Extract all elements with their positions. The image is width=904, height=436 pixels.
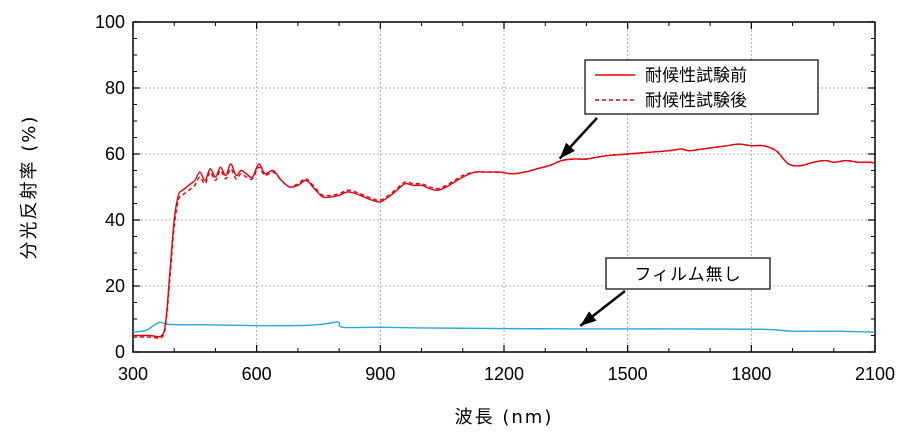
y-tick-label: 40: [105, 210, 125, 230]
y-tick-label: 0: [115, 342, 125, 362]
no-film-arrow-head: [580, 311, 597, 326]
x-axis-title: 波長 (nm): [455, 407, 554, 428]
x-tick-label: 1500: [608, 364, 648, 384]
y-tick-label: 20: [105, 276, 125, 296]
y-tick-label: 100: [95, 12, 125, 32]
y-tick-label: 60: [105, 144, 125, 164]
annotation-no-film: フィルム無し: [605, 257, 771, 290]
x-tick-label: 1200: [484, 364, 524, 384]
y-axis-title: 分光反射率 (%): [19, 115, 40, 260]
legend-label-before: 耐候性試験前: [645, 66, 747, 86]
x-tick-label: 600: [242, 364, 272, 384]
annotation-label: フィルム無し: [634, 265, 741, 285]
x-tick-label: 2100: [855, 364, 895, 384]
x-tick-label: 300: [118, 364, 148, 384]
legend-box: [584, 59, 819, 115]
grid-lines: [133, 22, 875, 352]
legend-label-after: 耐候性試験後: [645, 91, 747, 111]
annotation-box: [605, 257, 771, 290]
y-tick-label: 80: [105, 78, 125, 98]
annotation-arrows: [558, 117, 626, 327]
legend: 耐候性試験前 耐候性試験後: [584, 59, 819, 115]
data-series: [132, 143, 876, 339]
axis-ticks: 300 600 900 1200 1500 1800 2100 0 20 40 60 80 100: [95, 12, 895, 384]
legend-arrow-head: [559, 142, 575, 159]
x-tick-label: 1800: [731, 364, 771, 384]
x-tick-label: 900: [365, 364, 395, 384]
series-line-0: [133, 143, 876, 338]
